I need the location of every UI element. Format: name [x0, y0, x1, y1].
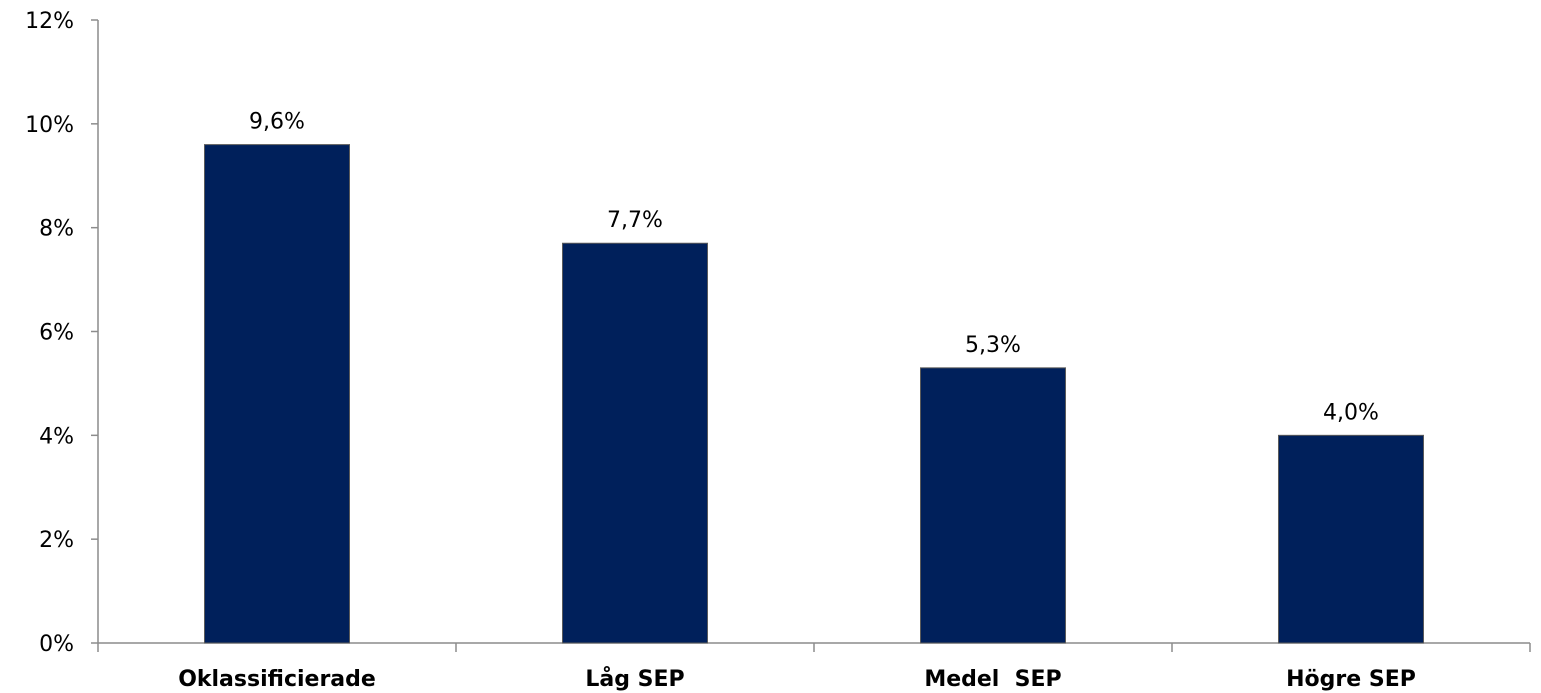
- bar-value-label: 4,0%: [1323, 400, 1379, 425]
- bar: [920, 367, 1066, 644]
- x-category-label: Oklassificierade: [178, 667, 376, 692]
- x-category-label: Låg SEP: [585, 666, 684, 692]
- y-tick-label: 4%: [39, 424, 74, 449]
- y-tick-label: 0%: [39, 632, 74, 657]
- bar: [562, 242, 708, 644]
- bar-value-label: 9,6%: [249, 110, 305, 135]
- y-tick-label: 12%: [25, 9, 74, 34]
- x-axis: Oklassificierade Låg SEP Medel SEP Högre SE…: [97, 642, 1531, 692]
- y-tick-label: 10%: [25, 113, 74, 138]
- y-tick-label: 2%: [39, 528, 74, 553]
- bars: [204, 144, 1424, 644]
- bar: [1278, 434, 1424, 644]
- data-labels: 9,6% 7,7% 5,3% 4,0%: [249, 110, 1379, 426]
- bar-value-label: 7,7%: [607, 208, 663, 233]
- y-axis: 0% 2% 4% 6% 8% 10% 12%: [25, 9, 99, 657]
- y-tick-label: 6%: [39, 321, 74, 346]
- bar-value-label: 5,3%: [965, 333, 1021, 358]
- x-category-label: Medel SEP: [924, 667, 1061, 692]
- bar: [204, 144, 350, 644]
- y-tick-label: 8%: [39, 217, 74, 242]
- x-category-label: Högre SEP: [1286, 667, 1416, 692]
